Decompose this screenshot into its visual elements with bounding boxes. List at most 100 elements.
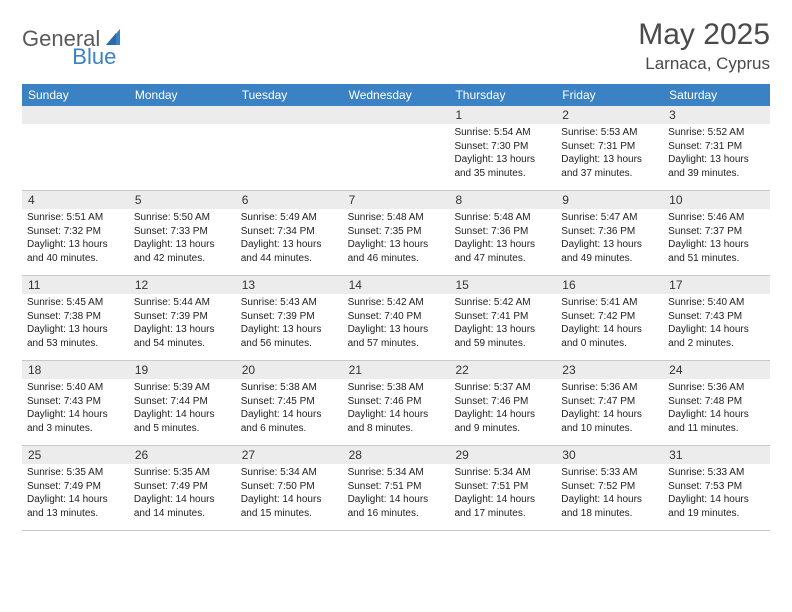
day-number: 21	[343, 361, 450, 379]
day-body: Sunrise: 5:41 AMSunset: 7:42 PMDaylight:…	[556, 294, 663, 350]
day-cell: 29Sunrise: 5:34 AMSunset: 7:51 PMDayligh…	[449, 446, 556, 530]
day-line: Sunset: 7:32 PM	[27, 225, 124, 239]
day-line: and 8 minutes.	[348, 422, 445, 436]
day-line: Daylight: 14 hours	[27, 408, 124, 422]
week-row: 11Sunrise: 5:45 AMSunset: 7:38 PMDayligh…	[22, 276, 770, 361]
day-cell: 15Sunrise: 5:42 AMSunset: 7:41 PMDayligh…	[449, 276, 556, 360]
day-line: Sunset: 7:39 PM	[134, 310, 231, 324]
day-line: Daylight: 13 hours	[134, 238, 231, 252]
day-line: Daylight: 13 hours	[27, 238, 124, 252]
dayheader: Monday	[129, 84, 236, 106]
day-cell: 28Sunrise: 5:34 AMSunset: 7:51 PMDayligh…	[343, 446, 450, 530]
day-line: Sunrise: 5:53 AM	[561, 126, 658, 140]
day-line: and 40 minutes.	[27, 252, 124, 266]
day-line: and 18 minutes.	[561, 507, 658, 521]
day-cell: 4Sunrise: 5:51 AMSunset: 7:32 PMDaylight…	[22, 191, 129, 275]
title-location: Larnaca, Cyprus	[638, 54, 770, 74]
dayheader: Friday	[556, 84, 663, 106]
day-line: Sunset: 7:48 PM	[668, 395, 765, 409]
day-line: Daylight: 14 hours	[134, 408, 231, 422]
day-body: Sunrise: 5:52 AMSunset: 7:31 PMDaylight:…	[663, 124, 770, 180]
weeks-container: 1Sunrise: 5:54 AMSunset: 7:30 PMDaylight…	[22, 106, 770, 531]
day-number: 26	[129, 446, 236, 464]
dayheader: Sunday	[22, 84, 129, 106]
day-cell: 24Sunrise: 5:36 AMSunset: 7:48 PMDayligh…	[663, 361, 770, 445]
day-body: Sunrise: 5:46 AMSunset: 7:37 PMDaylight:…	[663, 209, 770, 265]
day-number: 8	[449, 191, 556, 209]
day-line: Sunrise: 5:48 AM	[348, 211, 445, 225]
day-number: 27	[236, 446, 343, 464]
day-line: Daylight: 13 hours	[454, 238, 551, 252]
day-cell: 18Sunrise: 5:40 AMSunset: 7:43 PMDayligh…	[22, 361, 129, 445]
day-line: Sunset: 7:35 PM	[348, 225, 445, 239]
day-number: 3	[663, 106, 770, 124]
day-line: Daylight: 13 hours	[134, 323, 231, 337]
day-line: Sunrise: 5:51 AM	[27, 211, 124, 225]
dayheader: Tuesday	[236, 84, 343, 106]
day-cell: 9Sunrise: 5:47 AMSunset: 7:36 PMDaylight…	[556, 191, 663, 275]
day-line: Sunrise: 5:38 AM	[348, 381, 445, 395]
day-line: Daylight: 14 hours	[668, 408, 765, 422]
day-number: 31	[663, 446, 770, 464]
day-line: Sunrise: 5:34 AM	[454, 466, 551, 480]
day-body: Sunrise: 5:33 AMSunset: 7:52 PMDaylight:…	[556, 464, 663, 520]
day-cell: 5Sunrise: 5:50 AMSunset: 7:33 PMDaylight…	[129, 191, 236, 275]
day-line: and 15 minutes.	[241, 507, 338, 521]
day-cell: 8Sunrise: 5:48 AMSunset: 7:36 PMDaylight…	[449, 191, 556, 275]
week-row: 25Sunrise: 5:35 AMSunset: 7:49 PMDayligh…	[22, 446, 770, 531]
day-line: Sunrise: 5:40 AM	[27, 381, 124, 395]
day-body: Sunrise: 5:36 AMSunset: 7:48 PMDaylight:…	[663, 379, 770, 435]
day-line: Daylight: 13 hours	[454, 153, 551, 167]
day-cell: 7Sunrise: 5:48 AMSunset: 7:35 PMDaylight…	[343, 191, 450, 275]
day-line: Daylight: 14 hours	[134, 493, 231, 507]
day-line: Sunset: 7:40 PM	[348, 310, 445, 324]
day-line: Daylight: 14 hours	[27, 493, 124, 507]
week-row: 18Sunrise: 5:40 AMSunset: 7:43 PMDayligh…	[22, 361, 770, 446]
day-number: 20	[236, 361, 343, 379]
day-body: Sunrise: 5:50 AMSunset: 7:33 PMDaylight:…	[129, 209, 236, 265]
day-line: Sunrise: 5:35 AM	[134, 466, 231, 480]
day-number: 24	[663, 361, 770, 379]
day-line: and 2 minutes.	[668, 337, 765, 351]
day-line: Sunset: 7:41 PM	[454, 310, 551, 324]
day-line: and 10 minutes.	[561, 422, 658, 436]
day-number: 22	[449, 361, 556, 379]
day-line: Sunset: 7:38 PM	[27, 310, 124, 324]
day-line: and 14 minutes.	[134, 507, 231, 521]
day-cell: 1Sunrise: 5:54 AMSunset: 7:30 PMDaylight…	[449, 106, 556, 190]
day-line: Sunset: 7:34 PM	[241, 225, 338, 239]
day-cell	[22, 106, 129, 190]
day-line: Sunrise: 5:39 AM	[134, 381, 231, 395]
day-line: and 19 minutes.	[668, 507, 765, 521]
day-cell: 30Sunrise: 5:33 AMSunset: 7:52 PMDayligh…	[556, 446, 663, 530]
day-number: 13	[236, 276, 343, 294]
day-body: Sunrise: 5:38 AMSunset: 7:45 PMDaylight:…	[236, 379, 343, 435]
day-cell: 10Sunrise: 5:46 AMSunset: 7:37 PMDayligh…	[663, 191, 770, 275]
day-line: and 59 minutes.	[454, 337, 551, 351]
day-line: and 37 minutes.	[561, 167, 658, 181]
day-number: 30	[556, 446, 663, 464]
day-cell: 19Sunrise: 5:39 AMSunset: 7:44 PMDayligh…	[129, 361, 236, 445]
day-body: Sunrise: 5:39 AMSunset: 7:44 PMDaylight:…	[129, 379, 236, 435]
day-line: and 53 minutes.	[27, 337, 124, 351]
day-line: Daylight: 13 hours	[348, 323, 445, 337]
day-line: Sunrise: 5:42 AM	[454, 296, 551, 310]
day-line: Sunset: 7:46 PM	[454, 395, 551, 409]
day-number: 18	[22, 361, 129, 379]
day-body: Sunrise: 5:48 AMSunset: 7:35 PMDaylight:…	[343, 209, 450, 265]
day-cell: 3Sunrise: 5:52 AMSunset: 7:31 PMDaylight…	[663, 106, 770, 190]
day-line: Daylight: 14 hours	[241, 493, 338, 507]
day-cell: 2Sunrise: 5:53 AMSunset: 7:31 PMDaylight…	[556, 106, 663, 190]
day-line: and 49 minutes.	[561, 252, 658, 266]
day-line: and 9 minutes.	[454, 422, 551, 436]
logo-text-blue: Blue	[72, 44, 116, 70]
day-body: Sunrise: 5:51 AMSunset: 7:32 PMDaylight:…	[22, 209, 129, 265]
logo: General Blue	[22, 18, 174, 52]
day-line: Sunset: 7:44 PM	[134, 395, 231, 409]
day-line: and 35 minutes.	[454, 167, 551, 181]
day-line: Sunset: 7:47 PM	[561, 395, 658, 409]
day-body: Sunrise: 5:33 AMSunset: 7:53 PMDaylight:…	[663, 464, 770, 520]
day-line: Sunset: 7:37 PM	[668, 225, 765, 239]
day-line: Sunset: 7:51 PM	[348, 480, 445, 494]
day-cell: 27Sunrise: 5:34 AMSunset: 7:50 PMDayligh…	[236, 446, 343, 530]
